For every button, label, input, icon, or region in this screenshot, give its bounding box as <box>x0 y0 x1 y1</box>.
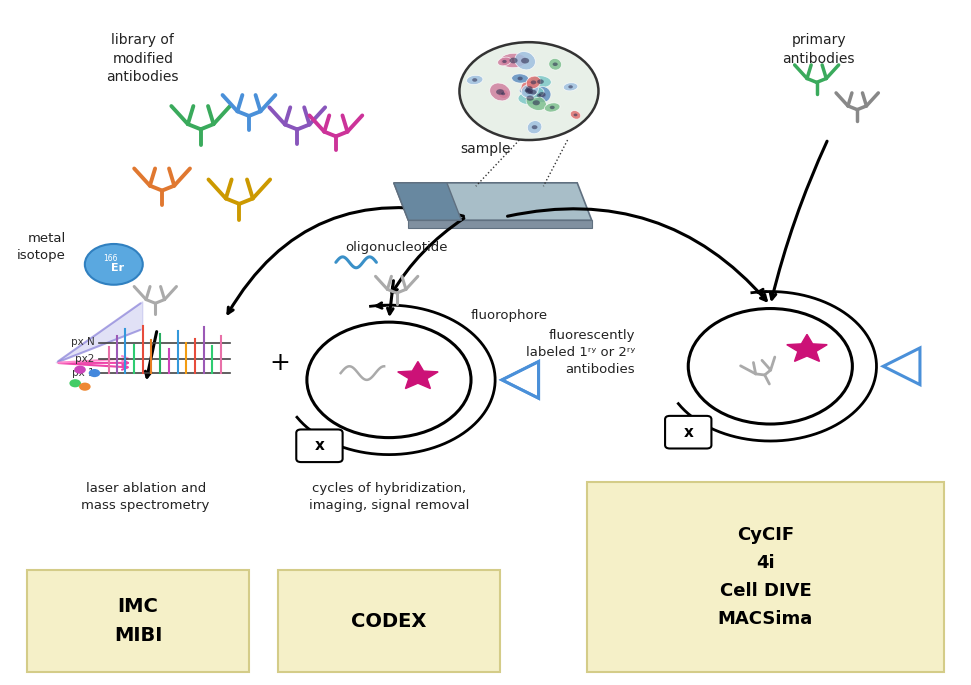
Text: 166: 166 <box>104 253 118 263</box>
Ellipse shape <box>512 74 528 83</box>
Circle shape <box>84 244 143 285</box>
Text: oligonucleotide: oligonucleotide <box>346 241 448 254</box>
Circle shape <box>88 369 100 377</box>
Polygon shape <box>394 183 591 220</box>
Ellipse shape <box>467 75 483 84</box>
Ellipse shape <box>521 85 536 99</box>
Circle shape <box>459 42 598 140</box>
Circle shape <box>501 92 505 95</box>
Text: px 1: px 1 <box>72 368 94 378</box>
Circle shape <box>533 100 540 105</box>
Ellipse shape <box>522 88 538 97</box>
FancyBboxPatch shape <box>278 570 500 672</box>
Text: metal
isotope: metal isotope <box>17 232 65 262</box>
Text: x: x <box>684 425 693 440</box>
Ellipse shape <box>500 53 527 68</box>
Polygon shape <box>394 183 461 220</box>
Ellipse shape <box>570 110 581 119</box>
Ellipse shape <box>545 103 560 112</box>
Ellipse shape <box>519 85 536 95</box>
Text: primary
antibodies: primary antibodies <box>783 34 854 66</box>
Circle shape <box>537 94 542 97</box>
Circle shape <box>537 79 544 84</box>
Circle shape <box>528 90 533 94</box>
Polygon shape <box>787 334 827 362</box>
Circle shape <box>307 322 471 438</box>
Text: cycles of hybridization,
imaging, antibody or
signal removal: cycles of hybridization, imaging, antibo… <box>693 482 848 529</box>
Circle shape <box>79 383 90 390</box>
Circle shape <box>539 92 546 97</box>
Text: Er: Er <box>111 264 124 273</box>
Ellipse shape <box>527 121 542 134</box>
Ellipse shape <box>522 86 544 98</box>
Circle shape <box>524 89 529 92</box>
Ellipse shape <box>533 86 551 103</box>
Text: fluorescently
labeled 1ʳʸ or 2ʳʸ
antibodies: fluorescently labeled 1ʳʸ or 2ʳʸ antibod… <box>526 329 635 376</box>
Ellipse shape <box>498 89 509 99</box>
Text: +: + <box>269 351 290 375</box>
Ellipse shape <box>549 58 561 70</box>
Ellipse shape <box>489 83 511 101</box>
Ellipse shape <box>563 83 578 91</box>
Text: fluorophore: fluorophore <box>471 308 549 321</box>
Circle shape <box>510 58 518 64</box>
Circle shape <box>530 80 536 84</box>
Text: CODEX: CODEX <box>352 612 426 631</box>
Ellipse shape <box>520 86 533 95</box>
Polygon shape <box>56 301 143 363</box>
Circle shape <box>521 58 529 64</box>
Ellipse shape <box>515 51 535 70</box>
Text: IMC
MIBI: IMC MIBI <box>114 597 162 645</box>
Circle shape <box>518 77 522 80</box>
Circle shape <box>502 60 507 63</box>
Text: laser ablation and
mass spectrometry: laser ablation and mass spectrometry <box>82 482 210 512</box>
Circle shape <box>526 88 533 92</box>
Ellipse shape <box>532 91 547 99</box>
Text: px N: px N <box>71 338 94 347</box>
Polygon shape <box>398 362 438 388</box>
Circle shape <box>74 366 85 374</box>
Circle shape <box>688 308 853 424</box>
Circle shape <box>530 90 537 95</box>
Circle shape <box>574 114 578 116</box>
Circle shape <box>552 62 557 66</box>
Ellipse shape <box>521 84 538 97</box>
Text: cycles of hybridization,
imaging, signal removal: cycles of hybridization, imaging, signal… <box>309 482 469 512</box>
Ellipse shape <box>526 95 547 110</box>
Ellipse shape <box>521 81 538 96</box>
FancyBboxPatch shape <box>296 429 343 462</box>
Circle shape <box>69 379 81 387</box>
Text: library of
modified
antibodies: library of modified antibodies <box>107 34 179 84</box>
Circle shape <box>526 86 533 90</box>
Ellipse shape <box>498 57 512 66</box>
Text: CyCIF
4i
Cell DIVE
MACSima: CyCIF 4i Cell DIVE MACSima <box>718 526 813 627</box>
Circle shape <box>496 89 504 95</box>
Circle shape <box>525 88 530 92</box>
Circle shape <box>526 90 532 94</box>
Text: ⛹ SpatialMultiOmics: ⛹ SpatialMultiOmics <box>616 635 726 645</box>
Text: px2: px2 <box>75 354 94 364</box>
Ellipse shape <box>526 76 541 88</box>
FancyBboxPatch shape <box>27 570 249 672</box>
FancyBboxPatch shape <box>665 416 712 449</box>
Ellipse shape <box>530 75 552 88</box>
Circle shape <box>472 78 478 82</box>
Ellipse shape <box>519 92 542 105</box>
Circle shape <box>526 95 534 101</box>
FancyBboxPatch shape <box>586 482 944 672</box>
Text: x: x <box>315 438 324 453</box>
Polygon shape <box>408 220 591 228</box>
Circle shape <box>532 125 538 129</box>
Circle shape <box>550 105 554 109</box>
Text: sample: sample <box>460 142 511 156</box>
Circle shape <box>568 85 573 88</box>
